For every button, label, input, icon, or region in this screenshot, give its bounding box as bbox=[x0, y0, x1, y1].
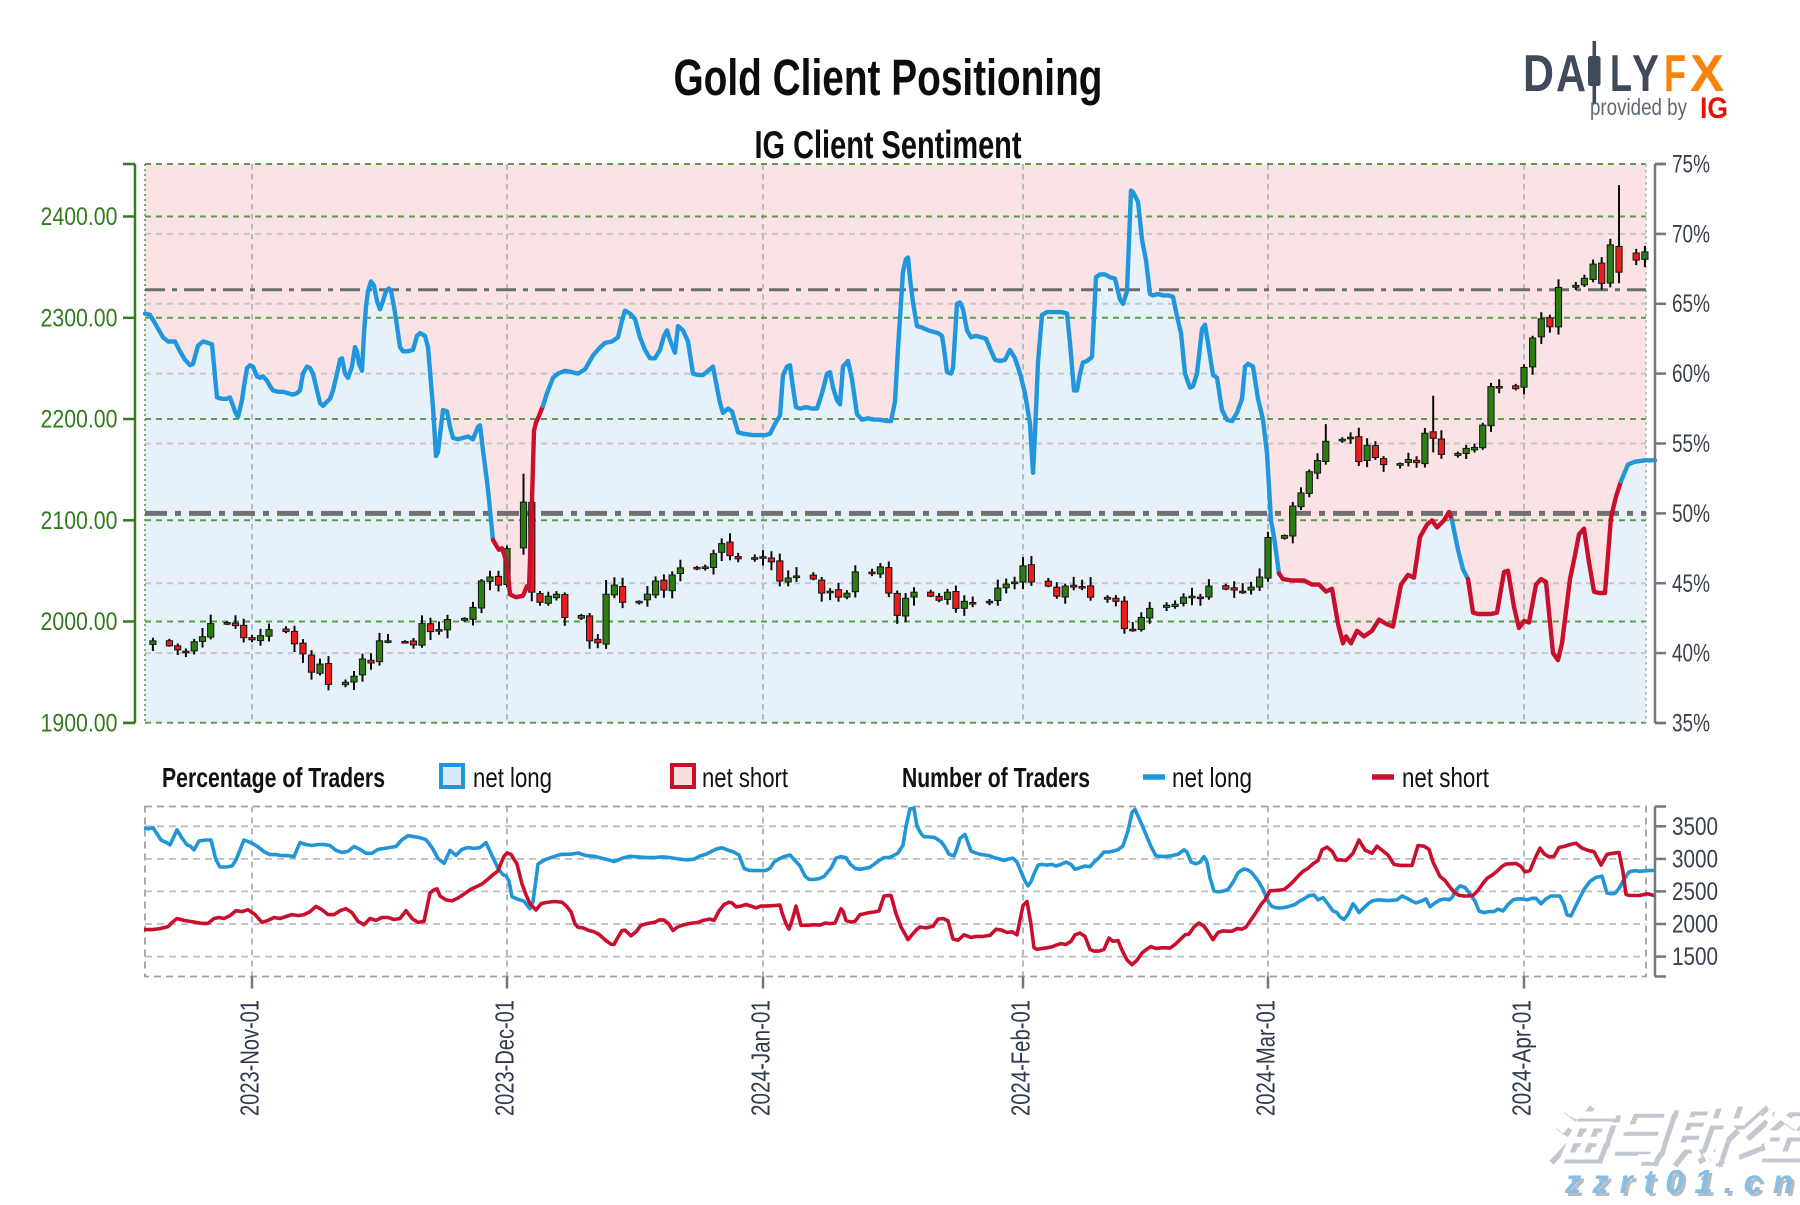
svg-text:2100.00: 2100.00 bbox=[41, 507, 118, 535]
svg-text:A: A bbox=[1556, 45, 1586, 103]
svg-text:75%: 75% bbox=[1672, 151, 1710, 179]
svg-text:2023-Nov-01: 2023-Nov-01 bbox=[235, 1000, 265, 1116]
svg-text:50%: 50% bbox=[1672, 500, 1710, 528]
svg-text:55%: 55% bbox=[1672, 430, 1710, 458]
svg-text:3500: 3500 bbox=[1672, 813, 1718, 841]
svg-text:2000: 2000 bbox=[1672, 911, 1718, 939]
svg-text:1500: 1500 bbox=[1672, 943, 1718, 971]
svg-text:45%: 45% bbox=[1672, 570, 1710, 598]
svg-text:D: D bbox=[1523, 45, 1554, 103]
svg-text:70%: 70% bbox=[1672, 220, 1710, 248]
svg-text:3000: 3000 bbox=[1672, 845, 1718, 873]
svg-text:net long: net long bbox=[1172, 762, 1252, 793]
svg-text:Percentage of Traders: Percentage of Traders bbox=[162, 762, 385, 793]
svg-text:40%: 40% bbox=[1672, 640, 1710, 668]
svg-text:65%: 65% bbox=[1672, 290, 1710, 318]
svg-text:2024-Feb-01: 2024-Feb-01 bbox=[1006, 1000, 1036, 1116]
svg-text:L: L bbox=[1610, 45, 1632, 103]
svg-text:Y: Y bbox=[1632, 45, 1659, 103]
svg-text:2200.00: 2200.00 bbox=[41, 406, 118, 434]
svg-text:2000.00: 2000.00 bbox=[41, 608, 118, 636]
svg-text:net long: net long bbox=[473, 762, 552, 793]
svg-text:IG Client Sentiment: IG Client Sentiment bbox=[755, 124, 1022, 167]
svg-text:IG: IG bbox=[1700, 92, 1728, 125]
svg-text:zzrt01.cn: zzrt01.cn bbox=[1564, 1163, 1793, 1200]
svg-text:net short: net short bbox=[1402, 762, 1489, 793]
svg-text:2400.00: 2400.00 bbox=[41, 203, 118, 231]
svg-text:2024-Apr-01: 2024-Apr-01 bbox=[1507, 1000, 1537, 1116]
svg-text:2500: 2500 bbox=[1672, 878, 1718, 906]
svg-text:2300.00: 2300.00 bbox=[41, 304, 118, 332]
svg-text:F: F bbox=[1664, 45, 1686, 103]
svg-text:zzrt01.cn: zzrt01.cn bbox=[1567, 1166, 1796, 1200]
svg-text:60%: 60% bbox=[1672, 360, 1710, 388]
svg-text:Gold Client Positioning: Gold Client Positioning bbox=[674, 49, 1103, 106]
svg-text:35%: 35% bbox=[1672, 710, 1710, 738]
svg-text:2023-Dec-01: 2023-Dec-01 bbox=[490, 1000, 520, 1116]
svg-text:Number of Traders: Number of Traders bbox=[902, 762, 1090, 793]
svg-text:net short: net short bbox=[702, 762, 788, 793]
svg-text:provided by: provided by bbox=[1590, 94, 1687, 120]
svg-text:X: X bbox=[1690, 45, 1724, 103]
svg-text:2024-Mar-01: 2024-Mar-01 bbox=[1251, 1000, 1281, 1116]
svg-text:2024-Jan-01: 2024-Jan-01 bbox=[746, 1000, 776, 1116]
svg-text:1900.00: 1900.00 bbox=[41, 709, 118, 737]
